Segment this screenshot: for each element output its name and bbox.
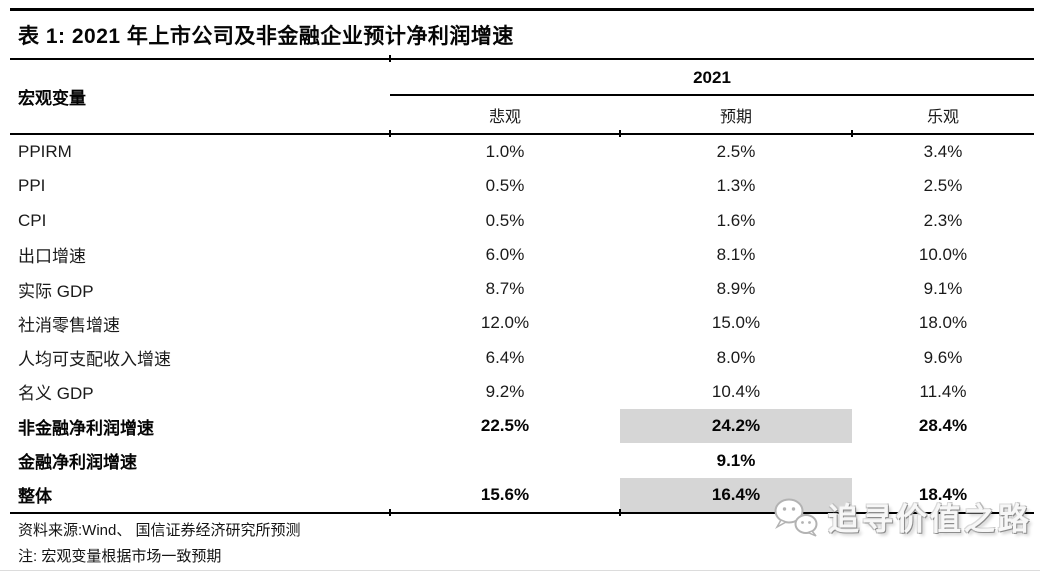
cell-expected: 16.4% bbox=[620, 477, 852, 512]
table-row: 非金融净利润增速 22.5% 24.2% 28.4% bbox=[10, 409, 1034, 444]
column-header-expected: 预期 bbox=[719, 108, 752, 126]
cell-pessimistic: 6.0% bbox=[485, 244, 525, 264]
cell-expected: 8.1% bbox=[716, 244, 756, 264]
cell-pessimistic: 12.0% bbox=[480, 313, 530, 333]
cell-pessimistic: 9.2% bbox=[485, 381, 525, 401]
cell-optimistic bbox=[852, 443, 1034, 477]
row-label: 出口增速 bbox=[18, 247, 86, 267]
cell-expected: 1.6% bbox=[716, 210, 756, 230]
table-row: 金融净利润增速 9.1% bbox=[10, 443, 1034, 477]
row-label: PPI bbox=[18, 176, 46, 196]
column-header-optimistic: 乐观 bbox=[926, 108, 959, 126]
cell-optimistic: 18.4% bbox=[918, 484, 968, 504]
row-label: 名义 GDP bbox=[18, 384, 94, 404]
top-rule bbox=[10, 8, 1034, 11]
table-row: 人均可支配收入增速 6.4% 8.0% 9.6% bbox=[10, 341, 1034, 375]
row-label: 金融净利润增速 bbox=[18, 453, 137, 473]
column-header-pessimistic: 悲观 bbox=[488, 108, 521, 126]
cell-pessimistic: 0.5% bbox=[485, 210, 525, 230]
column-tick bbox=[389, 55, 391, 62]
column-tick bbox=[851, 130, 853, 137]
table-row: PPI 0.5% 1.3% 2.5% bbox=[10, 169, 1034, 203]
column-header-macro: 宏观变量 bbox=[18, 89, 86, 108]
table-row: 实际 GDP 8.7% 8.9% 9.1% bbox=[10, 272, 1034, 306]
cell-optimistic: 9.1% bbox=[923, 279, 963, 299]
cell-expected: 10.4% bbox=[711, 381, 761, 401]
cell-expected: 8.9% bbox=[716, 279, 756, 299]
cell-pessimistic: 1.0% bbox=[485, 142, 525, 162]
cell-optimistic: 10.0% bbox=[918, 244, 968, 264]
cell-expected: 15.0% bbox=[711, 313, 761, 333]
row-label: 实际 GDP bbox=[18, 281, 94, 301]
table-row: 出口增速 6.0% 8.1% 10.0% bbox=[10, 238, 1034, 272]
cell-optimistic: 2.5% bbox=[923, 176, 963, 196]
table: 表 1: 2021 年上市公司及非金融企业预计净利润增速 宏观变量 2021 悲… bbox=[10, 8, 1034, 569]
footer-rule bbox=[10, 511, 1034, 514]
year-header-block: 2021 悲观 预期 乐观 bbox=[390, 60, 1034, 133]
cell-optimistic: 28.4% bbox=[918, 416, 968, 436]
cell-pessimistic: 15.6% bbox=[480, 484, 530, 504]
row-label: 社消零售增速 bbox=[18, 315, 120, 335]
column-tick bbox=[389, 130, 391, 137]
cell-expected: 8.0% bbox=[716, 347, 756, 367]
table-title: 表 1: 2021 年上市公司及非金融企业预计净利润增速 bbox=[18, 24, 514, 48]
cell-expected: 2.5% bbox=[716, 142, 756, 162]
row-label: 整体 bbox=[18, 487, 52, 507]
table-row: 社消零售增速 12.0% 15.0% 18.0% bbox=[10, 306, 1034, 340]
row-label: 非金融净利润增速 bbox=[18, 418, 154, 438]
cell-pessimistic: 8.7% bbox=[485, 279, 525, 299]
footnote: 注: 宏观变量根据市场一致预期 bbox=[18, 548, 222, 566]
source-note: 资料来源:Wind、 国信证券经济研究所预测 bbox=[18, 521, 301, 539]
table-header: 宏观变量 2021 悲观 预期 乐观 bbox=[10, 60, 1034, 133]
column-tick bbox=[851, 509, 853, 516]
cell-optimistic: 18.0% bbox=[918, 313, 968, 333]
cell-optimistic: 2.3% bbox=[923, 210, 963, 230]
table-body: PPIRM 1.0% 2.5% 3.4% PPI 0.5% 1.3% 2.5% CPI 0.5% 1… bbox=[10, 135, 1034, 512]
header-rule bbox=[10, 133, 1034, 135]
title-rule bbox=[10, 58, 1034, 60]
table-row: CPI 0.5% 1.6% 2.3% bbox=[10, 204, 1034, 238]
cell-pessimistic: 22.5% bbox=[480, 416, 530, 436]
table-row: 名义 GDP 9.2% 10.4% 11.4% bbox=[10, 375, 1034, 409]
row-label: 人均可支配收入增速 bbox=[18, 350, 171, 370]
row-label: PPIRM bbox=[18, 142, 72, 162]
cell-optimistic: 3.4% bbox=[923, 142, 963, 162]
cell-optimistic: 11.4% bbox=[919, 381, 967, 401]
cell-pessimistic: 6.4% bbox=[485, 347, 525, 367]
table-row: PPIRM 1.0% 2.5% 3.4% bbox=[10, 135, 1034, 169]
column-tick bbox=[389, 509, 391, 516]
year-rule bbox=[390, 94, 1034, 96]
cell-expected: 9.1% bbox=[716, 450, 756, 470]
cell-expected: 24.2% bbox=[620, 409, 852, 444]
year-header: 2021 bbox=[693, 68, 731, 87]
cell-pessimistic: 0.5% bbox=[485, 176, 525, 196]
column-tick bbox=[619, 509, 621, 516]
cell-optimistic: 9.6% bbox=[923, 347, 963, 367]
cell-expected: 1.3% bbox=[716, 176, 756, 196]
table-row: 整体 15.6% 16.4% 18.4% bbox=[10, 477, 1034, 512]
column-tick bbox=[619, 130, 621, 137]
scenario-headers: 悲观 预期 乐观 bbox=[390, 96, 1034, 133]
row-label: CPI bbox=[18, 210, 47, 230]
cell-pessimistic bbox=[390, 443, 620, 477]
